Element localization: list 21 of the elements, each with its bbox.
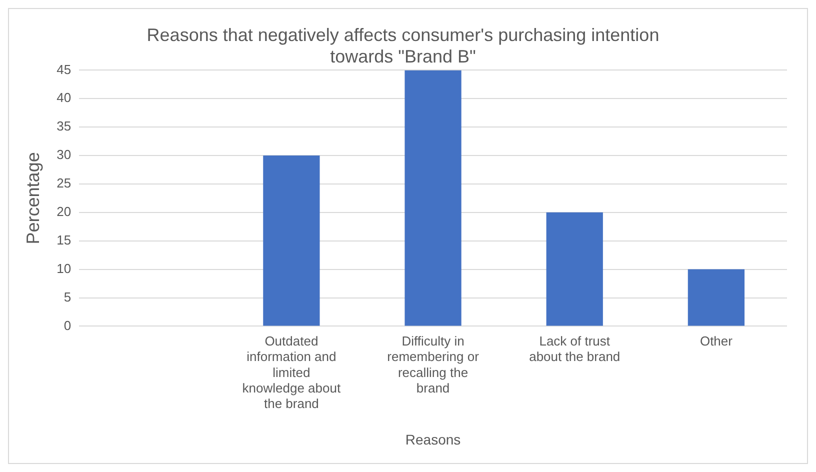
y-axis-title: Percentage (22, 152, 43, 244)
y-tick-label: 20 (56, 204, 72, 219)
bar (263, 156, 320, 326)
y-tick-label: 30 (56, 147, 72, 162)
y-tick-label: 15 (56, 232, 72, 248)
x-axis-title: Reasons (405, 431, 461, 448)
bar (688, 269, 745, 326)
y-tick-label: 35 (56, 118, 72, 134)
bar (404, 70, 462, 326)
chart-title: Reasons that negatively affects consumer's purchasing intention towards "Brand B" (146, 24, 660, 66)
y-tick-label: 40 (56, 90, 72, 106)
x-tick-label: Outdated information and limited knowledge about the brand (242, 334, 341, 411)
y-tick-label: 45 (56, 62, 72, 77)
y-tick-label: 10 (56, 260, 72, 276)
bar (546, 212, 603, 326)
y-tick-label: 5 (64, 289, 72, 304)
x-tick-label: Difficulty in remembering or recalling the brand (387, 334, 480, 396)
y-tick-label: 0 (64, 318, 72, 333)
y-tick-label: 25 (56, 176, 72, 191)
x-tick-label: Lack of trust about the brand (529, 334, 620, 364)
x-tick-label: Other (700, 334, 734, 349)
